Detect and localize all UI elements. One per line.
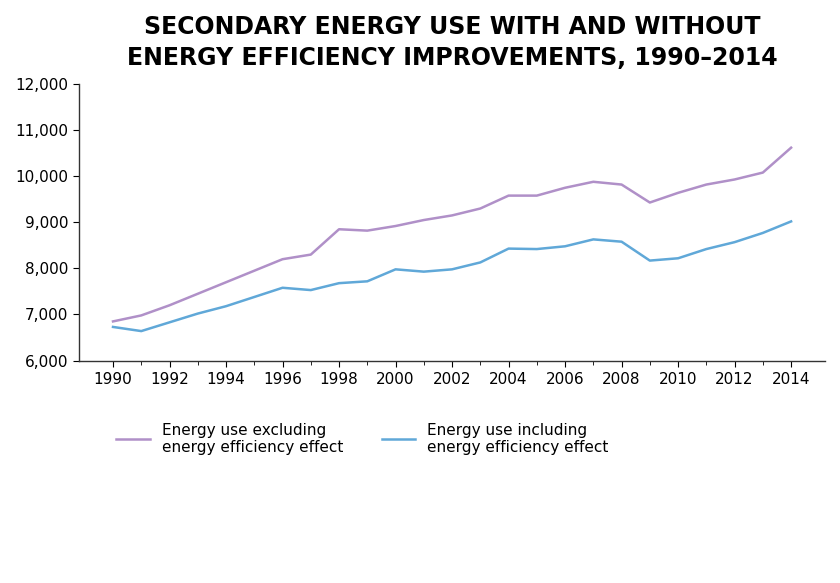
Energy use including
energy efficiency effect [645, 257, 655, 264]
Energy use excluding
energy efficiency effect [108, 318, 118, 325]
Energy use including
energy efficiency effect [306, 287, 316, 294]
Energy use including
energy efficiency effect [249, 293, 260, 300]
Energy use including
energy efficiency effect [588, 236, 598, 243]
Energy use excluding
energy efficiency effect [758, 169, 768, 176]
Energy use including
energy efficiency effect [192, 310, 202, 317]
Energy use including
energy efficiency effect [277, 285, 287, 292]
Energy use excluding
energy efficiency effect [532, 192, 542, 199]
Line: Energy use including
energy efficiency effect: Energy use including energy efficiency e… [113, 222, 791, 331]
Energy use including
energy efficiency effect [560, 243, 570, 250]
Energy use excluding
energy efficiency effect [165, 302, 175, 309]
Energy use excluding
energy efficiency effect [136, 312, 146, 319]
Energy use excluding
energy efficiency effect [277, 256, 287, 263]
Energy use excluding
energy efficiency effect [391, 223, 401, 230]
Line: Energy use excluding
energy efficiency effect: Energy use excluding energy efficiency e… [113, 147, 791, 321]
Energy use including
energy efficiency effect [532, 245, 542, 252]
Energy use including
energy efficiency effect [673, 255, 683, 262]
Energy use excluding
energy efficiency effect [447, 212, 457, 219]
Energy use excluding
energy efficiency effect [730, 176, 740, 183]
Energy use including
energy efficiency effect [334, 280, 344, 287]
Energy use excluding
energy efficiency effect [419, 216, 429, 223]
Energy use including
energy efficiency effect [701, 245, 711, 252]
Energy use including
energy efficiency effect [136, 328, 146, 335]
Energy use including
energy efficiency effect [165, 319, 175, 326]
Energy use including
energy efficiency effect [391, 266, 401, 273]
Energy use excluding
energy efficiency effect [786, 144, 796, 151]
Energy use excluding
energy efficiency effect [362, 227, 372, 234]
Energy use excluding
energy efficiency effect [503, 192, 513, 199]
Energy use excluding
energy efficiency effect [673, 189, 683, 196]
Energy use excluding
energy efficiency effect [221, 279, 231, 286]
Energy use including
energy efficiency effect [447, 266, 457, 273]
Energy use including
energy efficiency effect [786, 218, 796, 225]
Energy use excluding
energy efficiency effect [475, 205, 486, 212]
Energy use including
energy efficiency effect [475, 259, 486, 266]
Energy use including
energy efficiency effect [758, 230, 768, 237]
Energy use excluding
energy efficiency effect [249, 267, 260, 274]
Energy use excluding
energy efficiency effect [192, 290, 202, 297]
Energy use excluding
energy efficiency effect [617, 181, 627, 188]
Energy use including
energy efficiency effect [503, 245, 513, 252]
Energy use excluding
energy efficiency effect [560, 184, 570, 191]
Energy use including
energy efficiency effect [108, 324, 118, 331]
Energy use excluding
energy efficiency effect [701, 181, 711, 188]
Legend: Energy use excluding
energy efficiency effect, Energy use including
energy effic: Energy use excluding energy efficiency e… [108, 415, 617, 463]
Energy use including
energy efficiency effect [730, 238, 740, 245]
Title: SECONDARY ENERGY USE WITH AND WITHOUT
ENERGY EFFICIENCY IMPROVEMENTS, 1990–2014: SECONDARY ENERGY USE WITH AND WITHOUT EN… [127, 15, 777, 69]
Energy use excluding
energy efficiency effect [334, 226, 344, 233]
Energy use including
energy efficiency effect [362, 278, 372, 285]
Energy use excluding
energy efficiency effect [306, 251, 316, 258]
Energy use excluding
energy efficiency effect [645, 199, 655, 206]
Energy use including
energy efficiency effect [617, 238, 627, 245]
Energy use including
energy efficiency effect [221, 303, 231, 310]
Energy use excluding
energy efficiency effect [588, 178, 598, 185]
Energy use including
energy efficiency effect [419, 268, 429, 275]
